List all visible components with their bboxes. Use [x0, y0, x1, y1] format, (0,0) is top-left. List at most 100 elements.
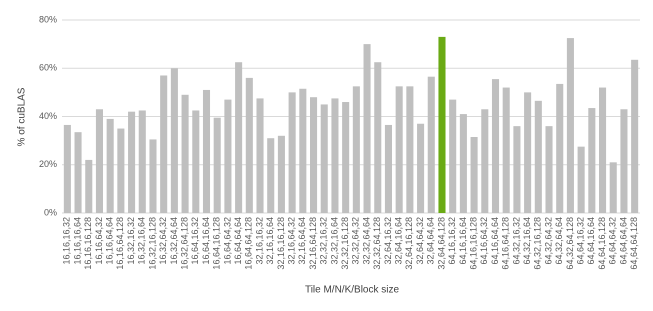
- x-tick-label: 16,16,16,128: [83, 217, 93, 270]
- x-tick-label: 16,16,64,32: [94, 217, 104, 265]
- x-tick-label: 64,32,64,128: [565, 217, 575, 270]
- bar: [577, 146, 585, 213]
- bar: [588, 108, 596, 213]
- x-tick-label: 64,16,16,64: [458, 217, 468, 265]
- x-tick-label: 16,32,16,64: [137, 217, 147, 265]
- x-tick-label: 32,32,64,64: [361, 217, 371, 265]
- x-tick-label: 64,64,64,128: [629, 217, 639, 270]
- bar: [449, 99, 457, 213]
- x-tick-label: 32,16,64,32: [287, 217, 297, 265]
- x-tick-label: 64,64,16,128: [597, 217, 607, 270]
- x-tick-label: 16,64,16,32: [190, 217, 200, 265]
- x-tick-label: 64,64,16,32: [576, 217, 586, 265]
- y-tick-label: 60%: [39, 63, 57, 73]
- bar: [599, 87, 607, 213]
- bar: [224, 99, 232, 213]
- x-tick-label: 64,16,64,128: [501, 217, 511, 270]
- bar: [566, 38, 574, 213]
- x-tick-label: 64,32,64,32: [543, 217, 553, 265]
- x-tick-label: 64,16,16,128: [468, 217, 478, 270]
- x-tick-label: 32,64,64,128: [436, 217, 446, 270]
- x-tick-label: 16,64,64,32: [222, 217, 232, 265]
- x-tick-label: 32,64,64,32: [415, 217, 425, 265]
- x-tick-label: 32,16,64,64: [297, 217, 307, 265]
- bar: [288, 92, 296, 213]
- bar: [74, 132, 82, 213]
- bar: [170, 68, 178, 213]
- x-tick-label: 32,16,64,128: [308, 217, 318, 270]
- bar: [545, 126, 553, 213]
- bar: [235, 62, 243, 213]
- x-tick-label: 16,64,64,64: [233, 217, 243, 265]
- bar: [202, 89, 211, 213]
- x-tick-label: 32,32,64,128: [372, 217, 382, 270]
- x-tick-label: 64,32,16,32: [511, 217, 521, 265]
- bar: [331, 98, 339, 213]
- x-tick-label: 16,32,64,64: [169, 217, 179, 265]
- x-tick-label: 64,64,64,64: [618, 217, 628, 265]
- bar: [491, 79, 500, 213]
- bar: [310, 97, 318, 213]
- bar: [342, 102, 350, 213]
- bar: [128, 111, 136, 213]
- bar: [384, 124, 392, 213]
- x-tick-label: 32,32,16,32: [319, 217, 329, 265]
- x-tick-label: 32,64,64,64: [426, 217, 436, 265]
- bar: [513, 126, 521, 213]
- bar: [609, 162, 617, 213]
- x-tick-label: 32,64,16,32: [383, 217, 393, 265]
- bar: [256, 98, 264, 213]
- bar: [63, 124, 71, 213]
- x-tick-label: 64,32,16,128: [533, 217, 543, 270]
- bar: [427, 76, 435, 213]
- bar: [534, 100, 542, 213]
- bar: [556, 83, 564, 214]
- x-tick-label: 32,16,16,32: [254, 217, 264, 265]
- x-tick-label: 64,32,64,64: [554, 217, 564, 265]
- y-tick-label: 20%: [39, 159, 57, 169]
- y-axis-title: % of cuBLAS: [17, 87, 28, 146]
- bar: [470, 137, 478, 213]
- x-axis-title: Tile M/N/K/Block size: [305, 285, 400, 296]
- bar: [352, 86, 360, 213]
- x-tick-label: 64,16,64,64: [490, 217, 500, 265]
- bar: [138, 110, 146, 213]
- x-tick-label: 32,16,16,64: [265, 217, 275, 265]
- bar: [417, 123, 425, 213]
- bar: [277, 135, 285, 213]
- x-tick-label: 32,32,16,64: [329, 217, 339, 265]
- bar: [299, 88, 307, 213]
- y-tick-label: 40%: [39, 111, 57, 121]
- bar: [459, 114, 467, 213]
- bar: [320, 104, 328, 213]
- bar: [620, 109, 628, 213]
- bar: [160, 75, 168, 213]
- x-tick-label: 32,32,16,128: [340, 217, 350, 270]
- bar: [192, 110, 200, 213]
- x-tick-label: 32,64,16,128: [404, 217, 414, 270]
- x-tick-label: 16,32,64,128: [179, 217, 189, 270]
- x-tick-label: 16,64,64,128: [244, 217, 254, 270]
- x-tick-label: 16,64,16,128: [212, 217, 222, 270]
- x-tick-label: 64,16,64,32: [479, 217, 489, 265]
- x-tick-label: 64,64,16,64: [586, 217, 596, 265]
- x-tick-label: 64,32,16,64: [522, 217, 532, 265]
- bar: [213, 117, 221, 213]
- x-tick-label: 16,32,64,32: [158, 217, 168, 265]
- x-tick-label: 64,16,16,32: [447, 217, 457, 265]
- y-tick-label: 80%: [39, 14, 57, 24]
- bar: [117, 128, 125, 213]
- x-tick-label: 16,32,16,128: [147, 217, 157, 270]
- x-tick-label: 16,16,64,64: [105, 217, 115, 265]
- x-tick-label: 32,64,16,64: [394, 217, 404, 265]
- bar: [395, 86, 403, 213]
- bar: [406, 86, 414, 213]
- x-tick-label: 64,64,64,32: [608, 217, 618, 265]
- bar: [374, 62, 382, 213]
- bar: [524, 92, 532, 213]
- bar: [481, 109, 489, 213]
- bar: [502, 87, 510, 213]
- x-tick-label: 16,32,16,32: [126, 217, 136, 265]
- bar: [363, 44, 371, 213]
